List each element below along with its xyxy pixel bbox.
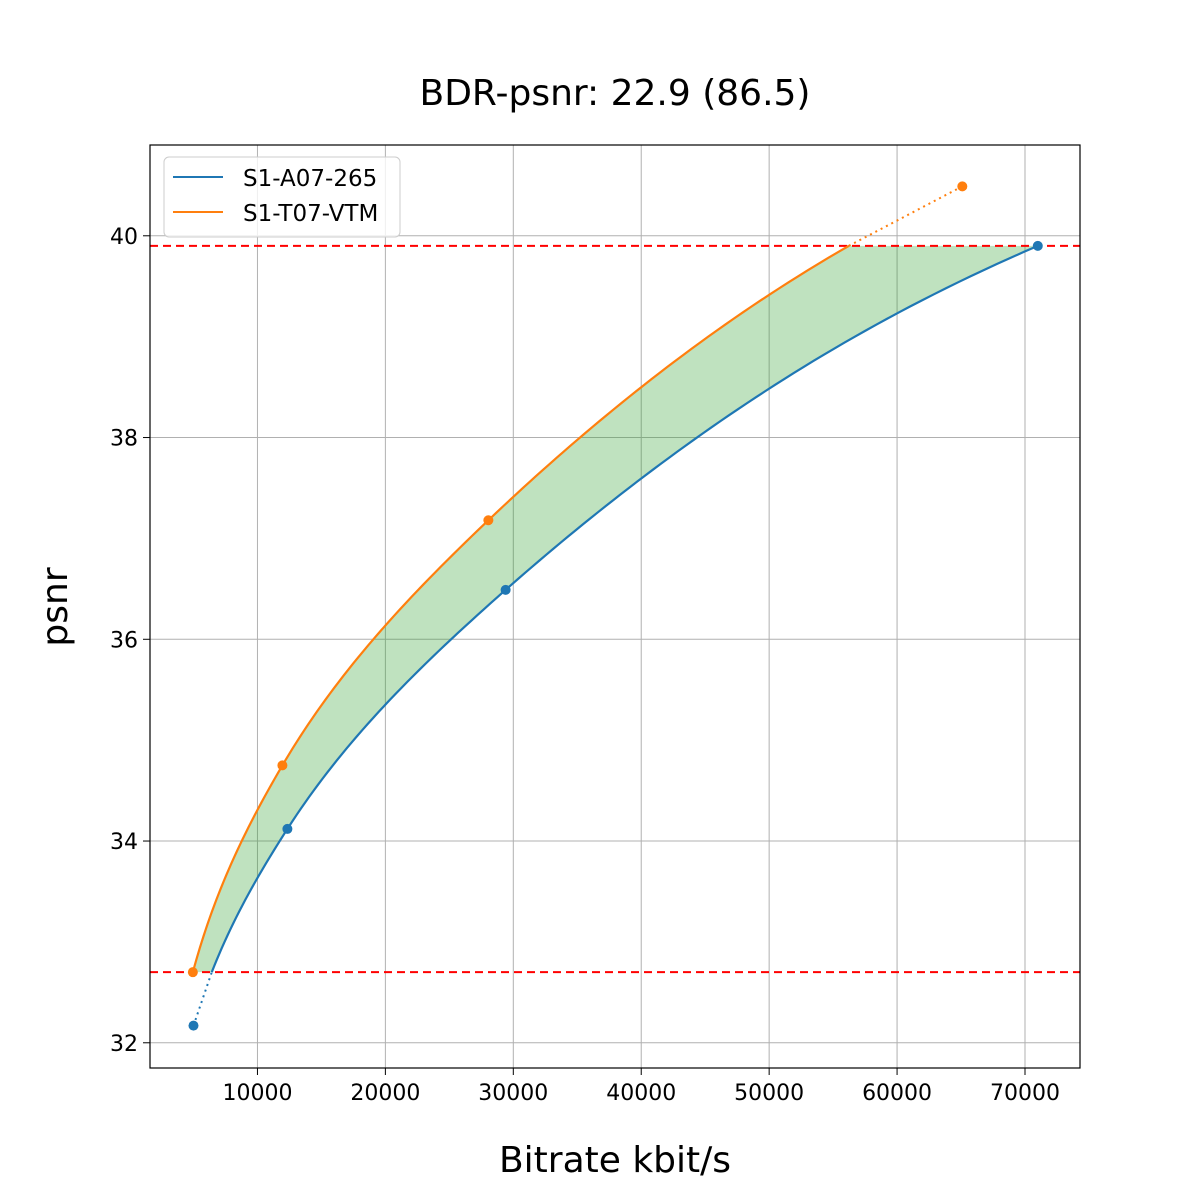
series-line-0 [210, 244, 1039, 973]
x-tick-label: 60000 [862, 1081, 932, 1106]
data-point-1 [277, 760, 288, 771]
y-axis-label: psnr [35, 567, 76, 646]
x-tick-label: 10000 [222, 1081, 292, 1106]
data-point-1 [187, 967, 198, 978]
series-dotted-0 [192, 971, 213, 1026]
data-point-0 [282, 823, 293, 834]
x-tick-label: 30000 [478, 1081, 548, 1106]
bd-fill-area [192, 245, 1038, 973]
plot-frame [149, 144, 1081, 1069]
data-point-1 [957, 181, 968, 192]
legend: S1-A07-265 S1-T07-VTM [163, 156, 401, 238]
legend-label-0: S1-A07-265 [243, 166, 377, 192]
series-line-1 [191, 244, 850, 973]
data-point-0 [188, 1020, 199, 1031]
x-tick-label: 70000 [990, 1081, 1060, 1106]
data-point-0 [1032, 240, 1043, 251]
data-point-1 [483, 515, 494, 526]
legend-label-1: S1-T07-VTM [243, 201, 378, 227]
series-dotted-1 [848, 185, 963, 247]
y-tick-label: 32 [110, 1032, 138, 1057]
data-point-0 [500, 584, 511, 595]
x-tick-label: 50000 [734, 1081, 804, 1106]
x-tick-label: 20000 [350, 1081, 420, 1106]
x-axis-label: Bitrate kbit/s [499, 1140, 731, 1181]
x-tick-label: 40000 [606, 1081, 676, 1106]
y-tick-label: 40 [110, 225, 138, 250]
y-tick-label: 36 [110, 628, 138, 653]
chart-title: BDR-psnr: 22.9 (86.5) [420, 73, 811, 114]
y-tick-label: 34 [110, 830, 138, 855]
y-tick-label: 38 [110, 427, 138, 452]
